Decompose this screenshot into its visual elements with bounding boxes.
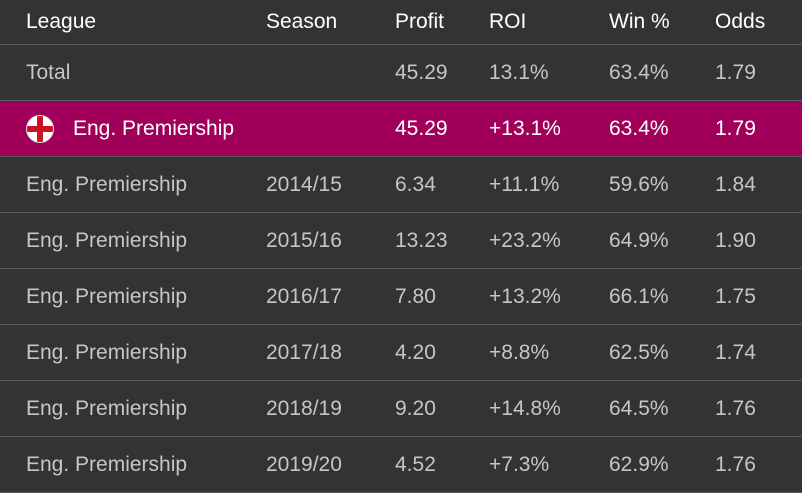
league-summary-season xyxy=(266,101,395,157)
row-profit: 4.52 xyxy=(395,452,436,476)
column-header-profit[interactable]: Profit xyxy=(395,0,489,45)
total-season xyxy=(266,45,395,101)
row-season: 2014/15 xyxy=(266,172,342,196)
row-roi: +8.8% xyxy=(489,340,550,364)
season-row[interactable]: Eng. Premiership 2015/16 13.23 +23.2% 64… xyxy=(0,213,802,269)
table-header: League Season Profit ROI Win % Odds xyxy=(0,0,802,45)
row-odds: 1.76 xyxy=(715,396,756,420)
season-row[interactable]: Eng. Premiership 2019/20 4.52 +7.3% 62.9… xyxy=(0,437,802,493)
row-profit: 13.23 xyxy=(395,228,448,252)
row-league: Eng. Premiership xyxy=(26,284,188,308)
row-roi: +14.8% xyxy=(489,396,561,420)
row-win-pct: 64.9% xyxy=(609,228,669,252)
row-roi: +7.3% xyxy=(489,452,550,476)
england-flag-icon xyxy=(26,114,54,143)
league-summary-league: Eng. Premiership xyxy=(0,101,266,157)
row-profit: 9.20 xyxy=(395,396,436,420)
column-header-win-pct[interactable]: Win % xyxy=(609,0,715,45)
row-season: 2017/18 xyxy=(266,340,342,364)
row-profit: 4.20 xyxy=(395,340,436,364)
row-league: Eng. Premiership xyxy=(26,228,188,252)
total-odds: 1.79 xyxy=(715,60,756,84)
league-summary-profit: 45.29 xyxy=(395,116,448,140)
season-row[interactable]: Eng. Premiership 2014/15 6.34 +11.1% 59.… xyxy=(0,157,802,213)
season-row[interactable]: Eng. Premiership 2016/17 7.80 +13.2% 66.… xyxy=(0,269,802,325)
row-season: 2019/20 xyxy=(266,452,342,476)
column-header-league[interactable]: League xyxy=(0,0,266,45)
row-odds: 1.75 xyxy=(715,284,756,308)
total-profit: 45.29 xyxy=(395,60,448,84)
league-cell: Eng. Premiership xyxy=(26,114,266,143)
row-league: Eng. Premiership xyxy=(26,340,188,364)
row-profit: 7.80 xyxy=(395,284,436,308)
column-header-odds[interactable]: Odds xyxy=(715,0,802,45)
row-roi: +11.1% xyxy=(489,172,560,196)
league-summary-win-pct: 63.4% xyxy=(609,116,669,140)
total-row: Total 45.29 13.1% 63.4% 1.79 xyxy=(0,45,802,101)
row-profit: 6.34 xyxy=(395,172,436,196)
season-row[interactable]: Eng. Premiership 2017/18 4.20 +8.8% 62.5… xyxy=(0,325,802,381)
row-league: Eng. Premiership xyxy=(26,452,188,476)
row-odds: 1.90 xyxy=(715,228,756,252)
row-season: 2018/19 xyxy=(266,396,342,420)
league-summary-odds: 1.79 xyxy=(715,116,756,140)
row-odds: 1.74 xyxy=(715,340,756,364)
row-roi: +23.2% xyxy=(489,228,561,252)
row-odds: 1.76 xyxy=(715,452,756,476)
total-league: Total xyxy=(26,60,71,84)
row-odds: 1.84 xyxy=(715,172,756,196)
row-win-pct: 66.1% xyxy=(609,284,669,308)
row-league: Eng. Premiership xyxy=(26,396,188,420)
total-win-pct: 63.4% xyxy=(609,60,669,84)
total-roi: 13.1% xyxy=(489,60,549,84)
column-header-roi[interactable]: ROI xyxy=(489,0,609,45)
row-win-pct: 62.5% xyxy=(609,340,669,364)
league-summary-roi: +13.1% xyxy=(489,116,561,140)
row-season: 2015/16 xyxy=(266,228,342,252)
column-header-season[interactable]: Season xyxy=(266,0,395,45)
row-win-pct: 62.9% xyxy=(609,452,669,476)
row-league: Eng. Premiership xyxy=(26,172,188,196)
table-body: Total 45.29 13.1% 63.4% 1.79 xyxy=(0,45,802,493)
season-row[interactable]: Eng. Premiership 2018/19 9.20 +14.8% 64.… xyxy=(0,381,802,437)
league-summary-name: Eng. Premiership xyxy=(73,116,235,140)
row-roi: +13.2% xyxy=(489,284,561,308)
row-win-pct: 64.5% xyxy=(609,396,669,420)
header-row: League Season Profit ROI Win % Odds xyxy=(0,0,802,45)
row-season: 2016/17 xyxy=(266,284,342,308)
league-summary-row[interactable]: Eng. Premiership 45.29 +13.1% 63.4% 1.79 xyxy=(0,100,802,157)
row-win-pct: 59.6% xyxy=(609,172,669,196)
